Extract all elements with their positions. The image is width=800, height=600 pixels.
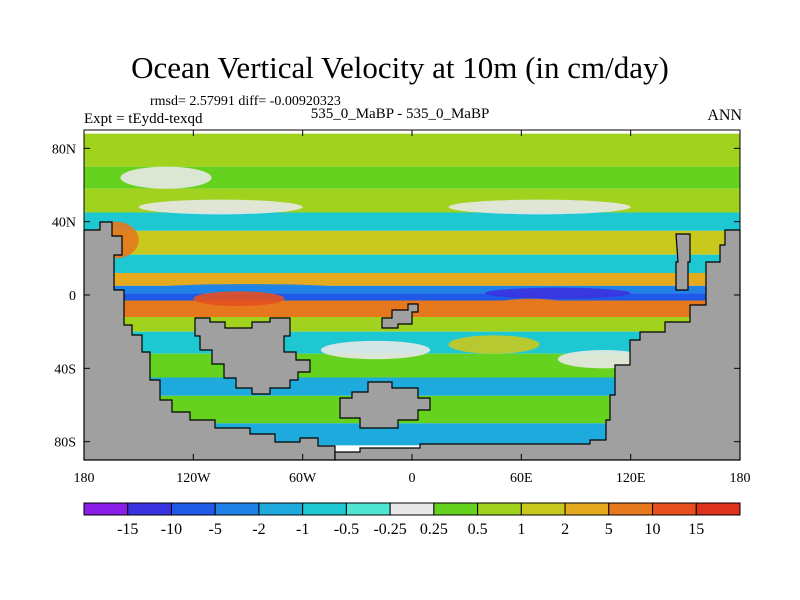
- colorbar-label: 2: [561, 521, 569, 538]
- data-patch: [448, 335, 540, 354]
- colorbar-swatch: [302, 502, 347, 516]
- colorbar-label: -15: [117, 521, 138, 538]
- x-tick-label: 60W: [289, 471, 317, 486]
- x-tick-label: 180: [74, 471, 95, 486]
- data-band: [84, 230, 740, 255]
- colorbar-label: -5: [209, 521, 222, 538]
- land-west-continent: [83, 221, 336, 461]
- y-tick-label: 40S: [54, 362, 76, 377]
- data-patch: [320, 340, 431, 360]
- colorbar-swatch: [695, 502, 741, 516]
- colorbar-swatch: [652, 502, 697, 516]
- colorbar-swatch: [433, 502, 479, 516]
- data-patch: [448, 199, 631, 215]
- colorbar-swatch: [345, 502, 391, 516]
- x-tick-label: 180: [730, 471, 751, 486]
- colorbar-label: 1: [517, 521, 525, 538]
- data-patch: [138, 199, 303, 215]
- land-southern-continent: [194, 317, 311, 395]
- x-tick-label: 120W: [176, 471, 211, 486]
- land-southern-island: [339, 381, 431, 429]
- map-axes: 180 120W 60W 0 60E 120E 180 80N 40N 0 40S 80S: [52, 129, 751, 486]
- x-tick-label: 60E: [510, 471, 533, 486]
- data-patch: [557, 350, 649, 369]
- colorbar-label: -0.5: [334, 521, 359, 538]
- colorbar-label: -1: [296, 521, 309, 538]
- colorbar-label: -0.25: [373, 521, 406, 538]
- colorbar-swatch: [258, 502, 304, 516]
- colorbar: -15 -10 -5 -2 -1 -0.5 -0.25 0.25 0.5 1 2 5 10 15: [83, 502, 741, 538]
- colorbar-swatch: [520, 502, 566, 516]
- y-tick-label: 40N: [52, 216, 76, 231]
- y-tick-label: 80S: [54, 436, 76, 451]
- colorbar-label: -10: [161, 521, 182, 538]
- y-tick-label: 0: [69, 289, 76, 304]
- land-central-island: [381, 303, 419, 329]
- data-band: [84, 166, 740, 189]
- colorbar-label: 5: [605, 521, 613, 538]
- chart-title: Ocean Vertical Velocity at 10m (in cm/da…: [131, 50, 669, 85]
- experiment-label: Expt = tEydd-texqd: [84, 111, 203, 127]
- data-band: [84, 212, 740, 231]
- colorbar-swatch: [127, 502, 172, 516]
- land-northeast-strip: [675, 233, 691, 291]
- data-band: [84, 285, 740, 294]
- stats-label: rmsd= 2.57991 diff= -0.00920323: [150, 94, 341, 109]
- data-patch: [484, 298, 576, 318]
- colorbar-swatch: [170, 502, 216, 516]
- data-patch: [484, 287, 631, 299]
- data-band: [84, 273, 740, 286]
- season-label: ANN: [707, 107, 742, 124]
- colorbar-label: -2: [252, 521, 265, 538]
- x-tick-label: 0: [409, 471, 416, 486]
- colorbar-swatch: [389, 502, 435, 516]
- data-patch: [193, 291, 285, 306]
- y-tick-label: 80N: [52, 142, 76, 157]
- data-band: [84, 254, 740, 273]
- colorbar-label: 15: [688, 521, 704, 538]
- map-plot-area: [83, 130, 741, 461]
- data-patch: [156, 284, 340, 292]
- data-band: [84, 133, 740, 167]
- land-east-continent: [334, 229, 741, 461]
- colorbar-label: 0.25: [420, 521, 448, 538]
- x-tick-label: 120E: [616, 471, 646, 486]
- colorbar-swatch: [608, 502, 654, 516]
- colorbar-label: 10: [645, 521, 661, 538]
- colorbar-swatch: [83, 502, 129, 516]
- colorbar-swatch: [564, 502, 610, 516]
- data-patch: [120, 166, 212, 189]
- data-band: [84, 293, 740, 301]
- colorbar-swatch: [214, 502, 260, 516]
- case-label: 535_0_MaBP - 535_0_MaBP: [310, 106, 490, 122]
- colorbar-label: 0.5: [468, 521, 488, 538]
- colorbar-swatch: [477, 502, 522, 516]
